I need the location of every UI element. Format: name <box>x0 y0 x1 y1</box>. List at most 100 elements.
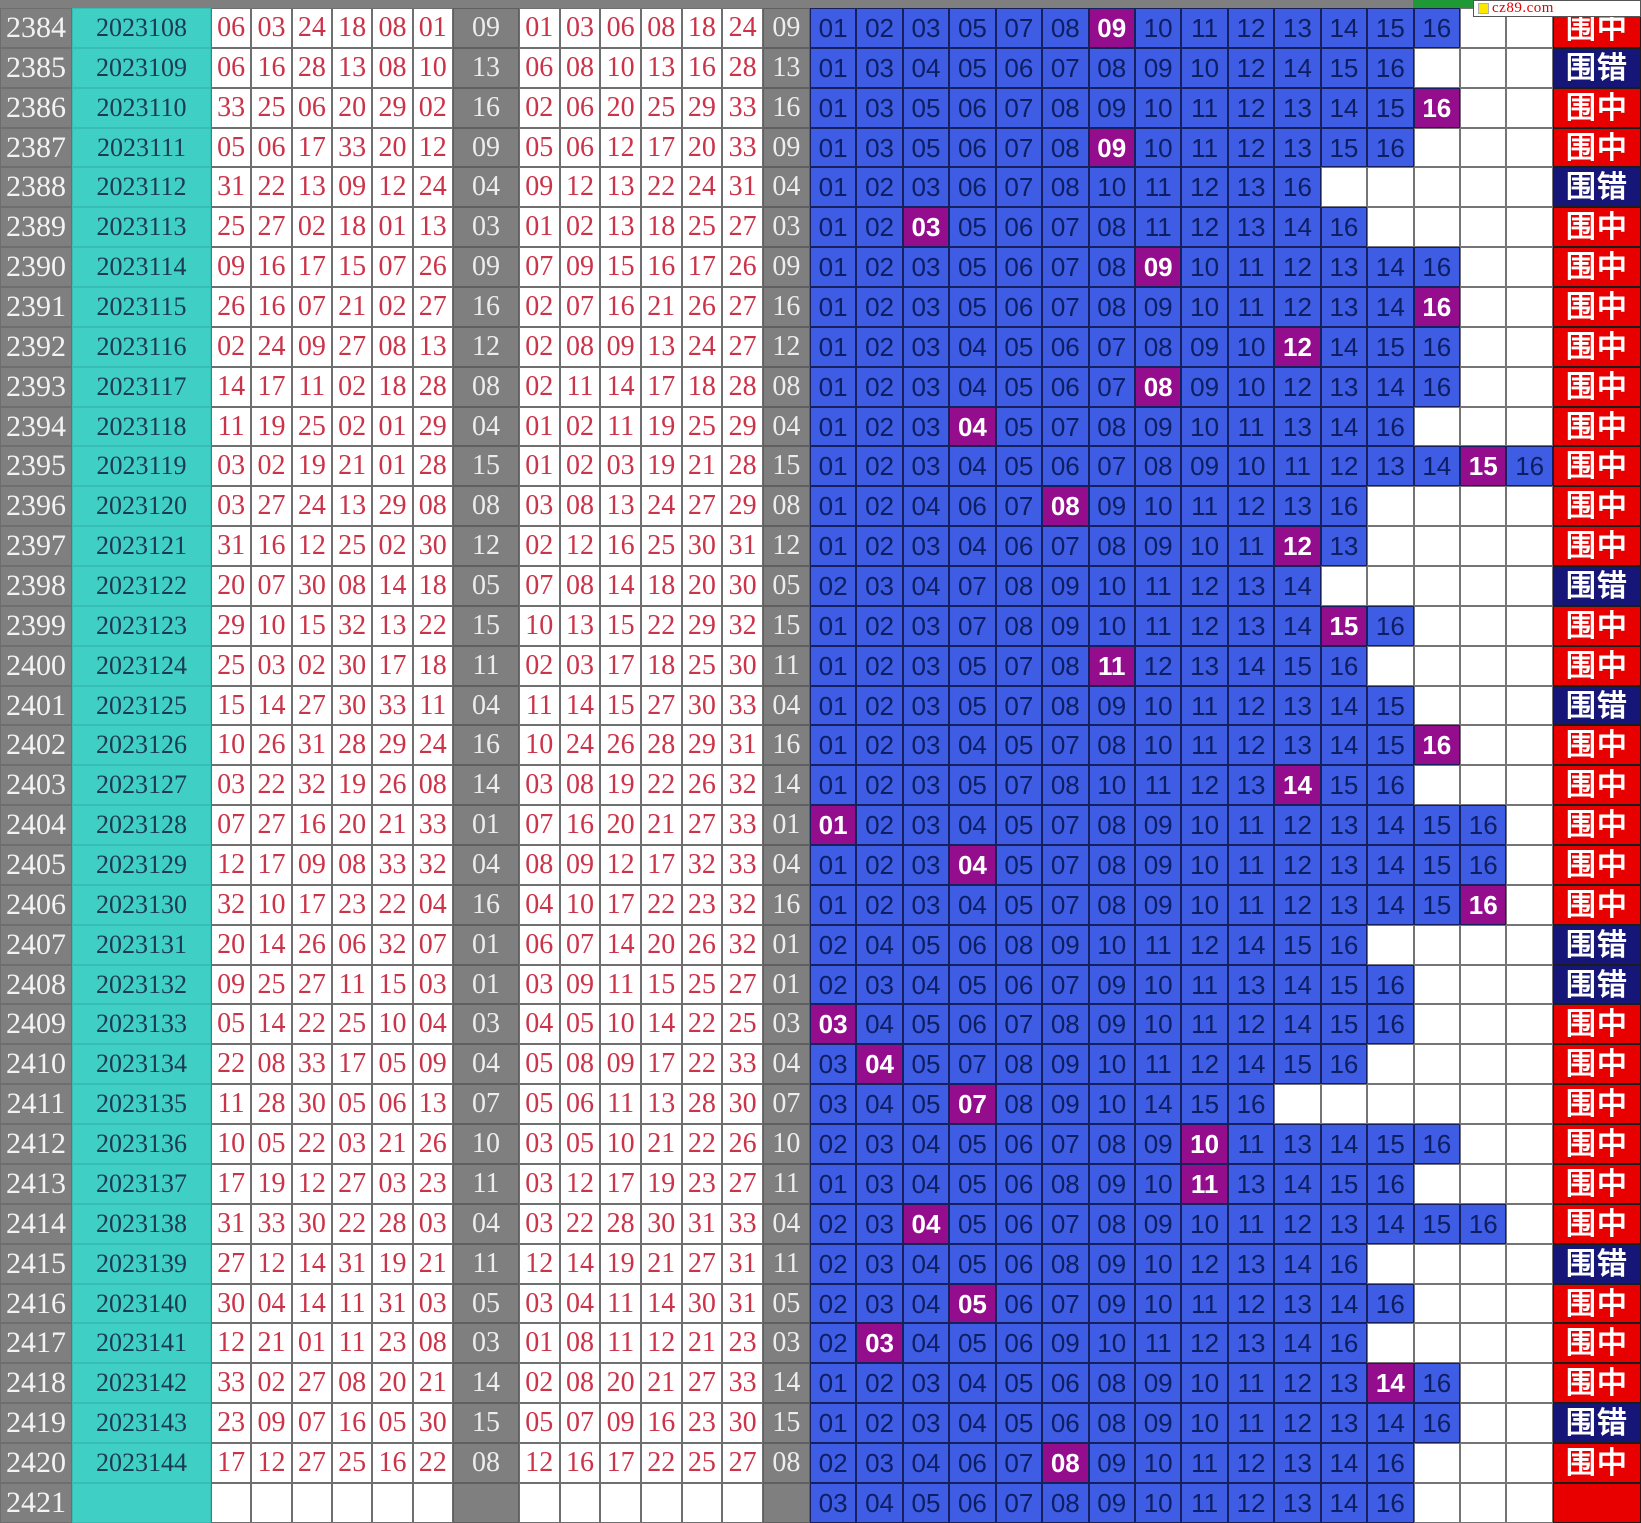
zone-number: 09 <box>1134 1403 1182 1443</box>
zone-number: 16 <box>1413 1124 1461 1164</box>
zone-number: 02 <box>856 8 903 48</box>
result-badge: 围错 <box>1552 964 1641 1005</box>
zone-empty-cell <box>1506 1163 1553 1204</box>
zone-number: 08 <box>1042 1163 1089 1204</box>
red-ball-drawn: 10 <box>251 605 292 646</box>
issue-number: 2023134 <box>72 1044 211 1085</box>
red-ball-sorted: 27 <box>681 1363 723 1404</box>
red-ball-drawn: 33 <box>211 1363 252 1404</box>
issue-number: 2023112 <box>72 167 211 208</box>
red-ball-sorted: 10 <box>559 884 601 925</box>
blue-ball <box>452 1482 519 1523</box>
zone-number: 05 <box>902 87 950 128</box>
zone-number-hit: 16 <box>1413 287 1461 327</box>
red-ball-sorted: 06 <box>559 1084 601 1125</box>
issue-number: 2023124 <box>72 645 211 686</box>
red-ball-sorted: 02 <box>518 645 560 686</box>
red-ball-sorted: 03 <box>518 765 560 806</box>
site-watermark-link[interactable]: cz89.com <box>1473 0 1641 17</box>
red-ball-drawn: 27 <box>211 1243 252 1284</box>
chart-row: 2386 2023110 33 25 06 20 29 02 16 02 06 20 25 29 33 16 0… <box>0 87 1641 128</box>
zone-number: 04 <box>949 1363 996 1404</box>
zone-number: 06 <box>949 1442 996 1483</box>
red-ball-drawn: 28 <box>291 47 332 88</box>
zone-number: 09 <box>1134 805 1182 846</box>
zone-number: 04 <box>949 805 996 846</box>
red-ball-drawn: 22 <box>331 1203 373 1244</box>
red-ball-sorted: 26 <box>722 1124 763 1164</box>
red-ball-sorted: 12 <box>559 526 601 567</box>
zone-number: 16 <box>1367 605 1414 646</box>
zone-number: 15 <box>1320 765 1368 806</box>
red-ball-sorted: 08 <box>559 1323 601 1364</box>
chart-row: 2418 2023142 33 02 27 08 20 21 14 02 08 20 21 27 33 14 0… <box>0 1363 1641 1404</box>
blue-ball-repeat: 15 <box>762 446 810 487</box>
zone-empty-cell <box>1367 645 1414 686</box>
zone-number: 13 <box>1227 167 1275 208</box>
red-ball-sorted: 29 <box>681 725 723 766</box>
zone-empty-cell <box>1413 566 1461 606</box>
chart-row: 2416 2023140 30 04 14 11 31 03 05 03 04 11 14 30 31 05 0… <box>0 1283 1641 1324</box>
zone-number: 13 <box>1227 605 1275 646</box>
zone-number: 10 <box>1227 326 1275 367</box>
red-ball-sorted: 16 <box>681 47 723 88</box>
issue-number: 2023117 <box>72 366 211 407</box>
zone-number: 14 <box>1320 1442 1368 1483</box>
zone-number: 07 <box>995 685 1043 726</box>
zone-number: 05 <box>995 805 1043 846</box>
zone-number: 07 <box>1088 326 1135 367</box>
result-badge: 围中 <box>1552 1283 1641 1324</box>
red-ball-sorted: 11 <box>559 366 601 407</box>
red-ball-sorted: 24 <box>559 725 601 766</box>
red-ball-sorted: 04 <box>518 1004 560 1045</box>
zone-number: 11 <box>1274 446 1321 487</box>
zone-number: 07 <box>995 127 1043 168</box>
zone-number: 05 <box>949 685 996 726</box>
blue-ball: 15 <box>452 446 519 487</box>
zone-number: 03 <box>902 725 950 766</box>
red-ball-drawn: 02 <box>291 207 332 248</box>
red-ball-sorted: 03 <box>518 964 560 1005</box>
zone-number: 05 <box>949 765 996 806</box>
red-ball-drawn: 10 <box>251 884 292 925</box>
zone-number: 16 <box>1460 845 1507 885</box>
red-ball-sorted: 11 <box>518 685 560 726</box>
zone-number: 16 <box>1413 366 1461 407</box>
chart-row: 2413 2023137 17 19 12 27 03 23 11 03 12 17 19 23 27 11 0… <box>0 1163 1641 1204</box>
red-ball-sorted: 20 <box>600 805 641 846</box>
zone-number: 15 <box>1367 685 1414 726</box>
zone-number: 11 <box>1134 167 1182 208</box>
sequence-number: 2396 <box>0 486 72 527</box>
red-ball-drawn: 10 <box>211 1124 252 1164</box>
zone-number: 05 <box>995 366 1043 407</box>
zone-number: 15 <box>1367 326 1414 367</box>
red-ball-sorted: 03 <box>518 486 560 527</box>
zone-number: 12 <box>1274 845 1321 885</box>
zone-number: 10 <box>1134 1243 1182 1284</box>
zone-number: 02 <box>809 566 857 606</box>
red-ball-sorted: 02 <box>518 87 560 128</box>
red-ball-sorted: 17 <box>640 127 682 168</box>
red-ball-sorted: 21 <box>640 1243 682 1284</box>
red-ball-sorted: 30 <box>681 1283 723 1324</box>
red-ball-drawn: 17 <box>291 127 332 168</box>
red-ball-drawn: 03 <box>331 1124 373 1164</box>
zone-empty-cell <box>1320 566 1368 606</box>
zone-number: 11 <box>1181 1482 1228 1523</box>
zone-number: 13 <box>1274 486 1321 527</box>
zone-number: 08 <box>1042 1243 1089 1284</box>
red-ball-drawn: 13 <box>412 207 453 248</box>
zone-number: 05 <box>902 1482 950 1523</box>
zone-empty-cell <box>1506 566 1553 606</box>
chart-row: 2403 2023127 03 22 32 19 26 08 14 03 08 19 22 26 32 14 0… <box>0 765 1641 806</box>
zone-number: 08 <box>995 605 1043 646</box>
zone-number: 08 <box>995 1084 1043 1125</box>
blue-ball: 04 <box>452 685 519 726</box>
zone-number: 14 <box>1320 87 1368 128</box>
zone-empty-cell <box>1460 207 1507 248</box>
zone-empty-cell <box>1274 1084 1321 1125</box>
red-ball-drawn: 03 <box>251 645 292 686</box>
watermark-text: cz89.com <box>1492 0 1554 16</box>
red-ball-sorted: 11 <box>600 964 641 1005</box>
